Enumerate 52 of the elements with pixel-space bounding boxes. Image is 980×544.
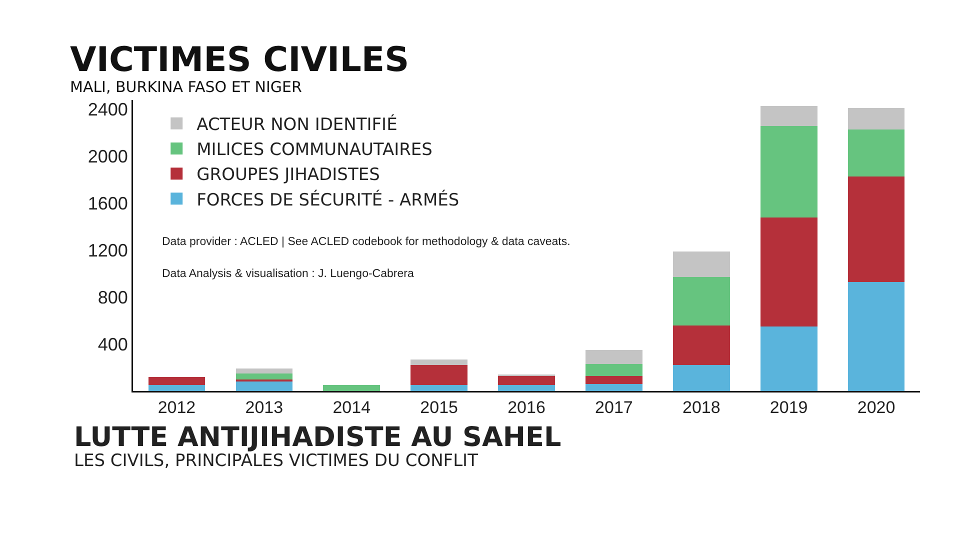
- bar: [498, 385, 555, 391]
- bar: [672, 365, 730, 391]
- bar: [848, 129, 905, 176]
- bar: [586, 364, 642, 376]
- legend-label: ACTEUR NON IDENTIFIÉ: [196, 114, 398, 135]
- bar: [848, 282, 905, 391]
- bar: [672, 325, 730, 366]
- annotation: Data Analysis & visualisation : J. Luengo-Cabrera: [162, 268, 414, 280]
- x-tick-label: 2013: [245, 398, 284, 417]
- y-tick-label: 1600: [88, 194, 128, 214]
- bar: [498, 376, 555, 386]
- y-tick-label: 2400: [88, 100, 128, 120]
- bar: [410, 359, 468, 366]
- x-tick-label: 2015: [420, 398, 458, 417]
- bar: [672, 251, 730, 278]
- chart-subtitle: MALI, BURKINA FASO ET NIGER: [70, 78, 302, 96]
- bar: [586, 376, 642, 384]
- legend-label: MILICES COMMUNAUTAIRES: [196, 140, 432, 160]
- bar: [760, 106, 818, 126]
- x-tick-label: 2012: [158, 398, 196, 417]
- x-tick-label: 2016: [508, 398, 546, 417]
- bar: [410, 365, 468, 386]
- x-tick-label: 2014: [332, 398, 371, 417]
- bar: [586, 350, 642, 364]
- bar: [848, 176, 905, 282]
- text: LUTTE ANTIJIHADISTE AU SAHEL: [74, 422, 562, 453]
- bar: [236, 368, 293, 374]
- text: LES CIVILS, PRINCIPALES VICTIMES DU CONFLIT: [74, 451, 479, 471]
- y-tick-label: 1200: [88, 240, 128, 260]
- bar: [236, 373, 293, 380]
- bar: [410, 385, 468, 391]
- bar: [848, 108, 905, 130]
- bar: [148, 385, 206, 391]
- legend-label: FORCES DE SÉCURITÉ - ARMÉS: [196, 189, 460, 210]
- x-tick-label: 2017: [595, 398, 633, 417]
- bar: [760, 126, 818, 218]
- y-tick-label: 400: [98, 334, 128, 354]
- chart-title: VICTIMES CIVILES: [70, 40, 410, 80]
- bar: [760, 326, 818, 391]
- bar: [586, 384, 642, 391]
- bar: [236, 382, 293, 391]
- annotation: Data provider : ACLED | See ACLED codebook for methodology & data caveats.: [162, 236, 570, 248]
- x-tick-label: 2018: [682, 398, 720, 417]
- bar: [323, 385, 380, 391]
- bar: [148, 376, 206, 386]
- legend-label: GROUPES JIHADISTES: [196, 165, 380, 186]
- y-tick-label: 800: [98, 287, 128, 308]
- bar: [672, 277, 730, 326]
- bar: [760, 217, 818, 326]
- x-tick-label: 2019: [770, 398, 808, 417]
- x-tick-label: 2020: [857, 398, 896, 417]
- y-tick-label: 2000: [88, 146, 128, 167]
